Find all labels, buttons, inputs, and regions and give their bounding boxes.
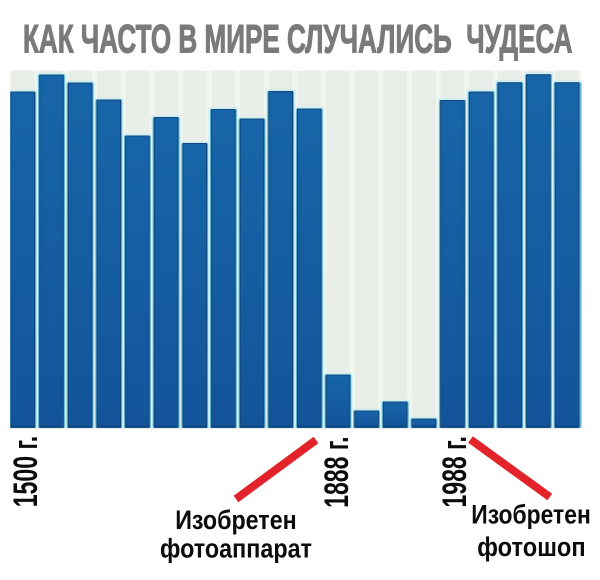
svg-text:1888 г.: 1888 г. [318, 436, 356, 508]
svg-text:фотоаппарат: фотоаппарат [160, 533, 312, 563]
svg-text:Изобретен: Изобретен [175, 505, 297, 535]
svg-text:1988 г.: 1988 г. [436, 436, 474, 508]
svg-text:фотошоп: фотошоп [477, 532, 585, 562]
svg-text:Изобретен: Изобретен [471, 500, 591, 530]
svg-text:КАК ЧАСТО В МИРЕ СЛУЧАЛИСЬ ЧУ: КАК ЧАСТО В МИРЕ СЛУЧАЛИСЬ ЧУДЕСА [23, 17, 573, 61]
svg-text:1500 г.: 1500 г. [7, 436, 45, 508]
